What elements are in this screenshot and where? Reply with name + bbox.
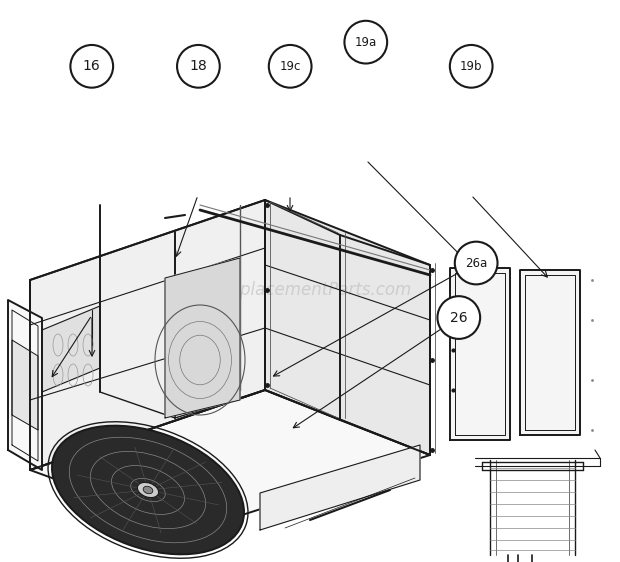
Polygon shape: [450, 268, 510, 440]
Polygon shape: [30, 390, 430, 530]
Polygon shape: [42, 306, 100, 392]
Text: 19a: 19a: [355, 35, 377, 49]
Text: 18: 18: [190, 60, 207, 73]
Text: 19c: 19c: [280, 60, 301, 73]
Ellipse shape: [52, 425, 244, 554]
Circle shape: [345, 21, 387, 64]
Text: eReplacementParts.com: eReplacementParts.com: [208, 281, 412, 299]
Ellipse shape: [138, 482, 159, 497]
Polygon shape: [8, 300, 42, 470]
Polygon shape: [265, 200, 430, 455]
Text: 19b: 19b: [460, 60, 482, 73]
Text: 26a: 26a: [465, 256, 487, 270]
Polygon shape: [520, 270, 580, 435]
Circle shape: [438, 296, 480, 339]
Circle shape: [269, 45, 311, 88]
Circle shape: [177, 45, 219, 88]
Ellipse shape: [143, 486, 153, 493]
Circle shape: [455, 242, 497, 284]
Polygon shape: [260, 445, 420, 530]
Circle shape: [71, 45, 113, 88]
Polygon shape: [30, 200, 265, 470]
Polygon shape: [165, 258, 240, 418]
Circle shape: [450, 45, 492, 88]
Text: 16: 16: [83, 60, 100, 73]
Text: 26: 26: [450, 311, 467, 324]
Polygon shape: [12, 340, 38, 430]
